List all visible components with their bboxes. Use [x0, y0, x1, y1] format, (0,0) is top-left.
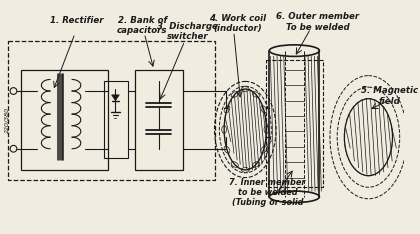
Text: 1. Rectifier: 1. Rectifier [50, 16, 104, 25]
Circle shape [10, 88, 17, 94]
Bar [265, 60, 323, 187]
Text: 7. Inner member
to be welded
(Tubing or solid: 7. Inner member to be welded (Tubing or … [229, 178, 306, 207]
Text: 4. Work coil
(inductor): 4. Work coil (inductor) [209, 14, 266, 33]
Bar [21, 70, 108, 170]
Text: 3. Discharge
switcher: 3. Discharge switcher [157, 22, 218, 41]
Circle shape [10, 145, 17, 152]
Text: 5. Magnetic
field: 5. Magnetic field [361, 86, 418, 106]
Bar [135, 70, 183, 170]
Ellipse shape [224, 89, 266, 170]
Ellipse shape [344, 99, 393, 176]
Text: 2. Bank of
capacitors: 2. Bank of capacitors [117, 16, 168, 35]
Polygon shape [112, 95, 119, 101]
Bar [8, 41, 215, 180]
Ellipse shape [269, 191, 319, 203]
Text: 6. Outer member
To be welded: 6. Outer member To be welded [276, 12, 359, 32]
Ellipse shape [269, 45, 319, 56]
Text: 220/380: 220/380 [4, 107, 9, 133]
Bar [104, 81, 128, 158]
